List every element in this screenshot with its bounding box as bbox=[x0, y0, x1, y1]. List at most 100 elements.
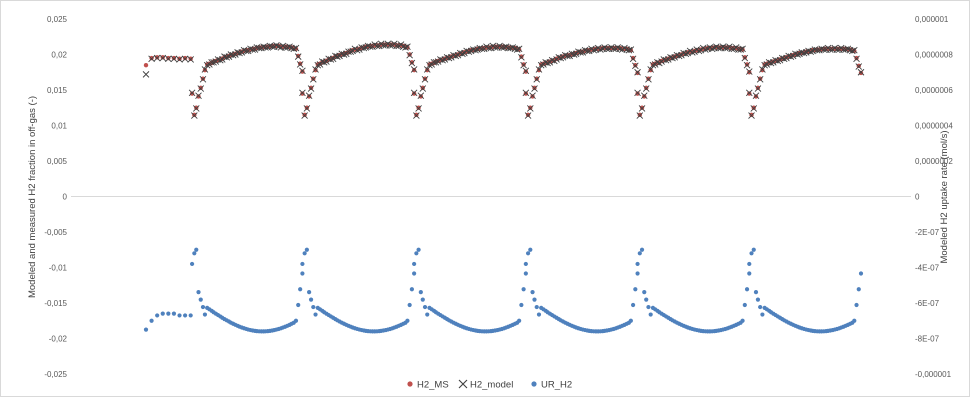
h2-ms-point bbox=[196, 94, 201, 99]
h2-model-point bbox=[404, 43, 411, 51]
h2-ms-point bbox=[521, 62, 526, 67]
h2-model-point bbox=[695, 47, 703, 55]
h2-ms-point bbox=[300, 69, 305, 74]
h2-model-point bbox=[170, 55, 178, 63]
h2-model-point bbox=[292, 44, 300, 52]
h2-model-point bbox=[675, 52, 683, 60]
h2-model-point bbox=[688, 49, 696, 56]
legend-marker-ur-h2 bbox=[531, 381, 537, 387]
h2-ms-point bbox=[757, 76, 763, 81]
ur-h2-point bbox=[407, 302, 412, 308]
h2-model-point bbox=[452, 52, 460, 60]
ur-h2-point bbox=[183, 313, 188, 318]
h2-model-point bbox=[366, 43, 374, 51]
h2-ms-point bbox=[642, 94, 647, 99]
h2-ms-point bbox=[519, 54, 524, 59]
h2-model-point bbox=[303, 105, 311, 112]
h2-model-point bbox=[290, 45, 298, 53]
h2-model-point bbox=[236, 49, 243, 57]
legend-label-h2-ms: H2_MS bbox=[417, 380, 449, 391]
y2-tick-label: 0,0000008 bbox=[915, 51, 953, 60]
h2-ms-point bbox=[160, 55, 165, 60]
h2-model-point bbox=[203, 61, 211, 69]
ur-h2-point bbox=[530, 290, 535, 295]
h2-model-point bbox=[756, 76, 764, 83]
ur-h2-point bbox=[200, 304, 206, 310]
h2-ms-point bbox=[646, 76, 651, 81]
h2-ms-point bbox=[143, 62, 149, 68]
h2-model-point bbox=[472, 46, 479, 54]
ur-h2-point bbox=[416, 247, 421, 252]
h2-ms-point bbox=[171, 55, 177, 61]
h2-model-point bbox=[748, 112, 755, 119]
h2-model-point bbox=[813, 46, 821, 54]
ur-h2-point bbox=[149, 318, 154, 323]
h2-model-point bbox=[557, 54, 565, 62]
y-tick-label: 0,01 bbox=[51, 122, 67, 131]
y-tick-label: 0,015 bbox=[47, 86, 68, 95]
h2-model-point bbox=[737, 46, 744, 53]
h2-model-point bbox=[526, 105, 534, 112]
h2-model-point bbox=[410, 66, 418, 73]
h2-model-point bbox=[780, 55, 788, 63]
ur-h2-point bbox=[753, 290, 759, 295]
h2-model-point bbox=[564, 52, 571, 60]
ur-h2-point bbox=[534, 304, 539, 310]
ur-h2-point bbox=[744, 287, 750, 292]
h2-ms-point bbox=[202, 67, 208, 73]
ur-h2-point bbox=[307, 290, 312, 295]
ur-h2-point bbox=[143, 327, 149, 332]
h2-model-point bbox=[478, 45, 486, 53]
h2-model-point bbox=[745, 89, 753, 97]
ur-h2-point bbox=[177, 313, 182, 318]
ur-h2-point bbox=[637, 251, 642, 256]
ur-h2-point bbox=[155, 313, 160, 318]
h2-model-point bbox=[386, 41, 394, 49]
h2-ms-point bbox=[300, 91, 305, 96]
ur-h2-point bbox=[166, 311, 171, 316]
h2-ms-point bbox=[523, 69, 529, 74]
h2-model-point bbox=[294, 53, 302, 60]
h2-ms-point bbox=[635, 70, 640, 76]
y-tick-label: 0,02 bbox=[51, 51, 67, 60]
ur-h2-point bbox=[296, 302, 301, 308]
h2-model-point bbox=[197, 85, 205, 92]
h2-model-point bbox=[307, 85, 315, 92]
y-tick-label: -0,02 bbox=[49, 335, 68, 344]
h2-ms-point bbox=[304, 105, 310, 110]
h2-model-point bbox=[408, 59, 416, 67]
ur-h2-point bbox=[198, 297, 203, 302]
h2-ms-point bbox=[416, 105, 421, 110]
h2-model-point bbox=[333, 53, 341, 60]
h2-ms-point bbox=[637, 112, 642, 118]
ur-h2-point bbox=[635, 261, 640, 267]
legend-item-h2-model: H2_model bbox=[458, 380, 513, 391]
h2-model-point bbox=[419, 85, 427, 92]
h2-model-point bbox=[309, 76, 317, 83]
h2-ms-point bbox=[747, 70, 752, 75]
legend: H2_MS H2_model UR_H2 bbox=[407, 380, 572, 391]
ur-h2-point bbox=[517, 318, 522, 323]
h2-model-point bbox=[190, 112, 198, 119]
h2-ms-point bbox=[296, 53, 301, 59]
ur-h2-point bbox=[856, 287, 861, 292]
h2-ms-point bbox=[532, 85, 537, 91]
h2-model-point bbox=[421, 76, 429, 83]
h2-model-point bbox=[199, 76, 207, 83]
h2-model-point bbox=[373, 42, 381, 50]
h2-model-point bbox=[210, 58, 217, 66]
h2-ms-point bbox=[425, 67, 430, 73]
h2-model-point bbox=[636, 112, 644, 119]
h2-model-point bbox=[853, 55, 860, 63]
ur-h2-point bbox=[189, 261, 195, 267]
h2-model-point bbox=[142, 71, 150, 78]
h2-model-point bbox=[459, 50, 466, 58]
ur-h2-point bbox=[304, 247, 309, 252]
h2-model-point bbox=[360, 44, 368, 52]
h2-ms-point bbox=[523, 91, 529, 96]
h2-ms-point bbox=[313, 67, 318, 73]
h2-model-point bbox=[597, 46, 604, 53]
h2-model-point bbox=[522, 67, 530, 75]
h2-model-point bbox=[159, 54, 167, 62]
